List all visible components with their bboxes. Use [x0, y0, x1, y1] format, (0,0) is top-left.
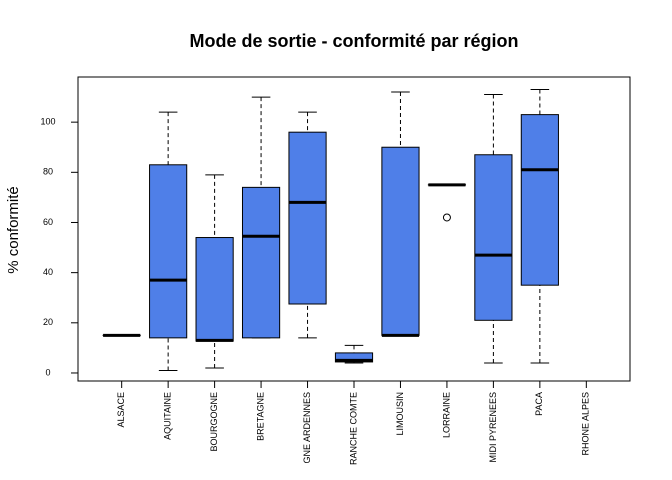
x-tick-label: BRETAGNE: [255, 392, 265, 441]
y-tick-label: 100: [40, 117, 55, 127]
x-tick-label: RHONE ALPES: [581, 392, 591, 456]
box: [474, 154, 513, 321]
box: [241, 186, 281, 339]
box: [288, 131, 327, 305]
y-tick-label: 0: [45, 367, 50, 377]
x-tick-label: RANCHE COMTE: [348, 392, 358, 465]
x-tick-label: ALSACE: [116, 392, 126, 428]
chart-title: Mode de sortie - conformité par région: [189, 31, 518, 51]
box: [381, 146, 420, 336]
y-tick-label: 40: [43, 267, 53, 277]
x-tick-label: MIDI PYRENEES: [488, 392, 498, 463]
box: [334, 352, 374, 363]
x-tick-label: LIMOUSIN: [395, 392, 405, 436]
x-tick-label: GNE ARDENNES: [302, 392, 312, 464]
y-axis-label: % conformité: [5, 186, 22, 274]
box: [520, 114, 559, 286]
x-tick-label: PACA: [534, 392, 544, 416]
outlier: [442, 213, 451, 222]
y-tick-label: 60: [43, 217, 53, 227]
x-tick-label: LORRAINE: [441, 392, 451, 438]
x-tick-label: BOURGOGNE: [209, 392, 219, 452]
box: [149, 164, 188, 339]
y-tick-label: 80: [43, 167, 53, 177]
x-tick-label: AQUITAINE: [163, 392, 173, 440]
box: [195, 237, 234, 342]
y-tick-label: 20: [43, 317, 53, 327]
